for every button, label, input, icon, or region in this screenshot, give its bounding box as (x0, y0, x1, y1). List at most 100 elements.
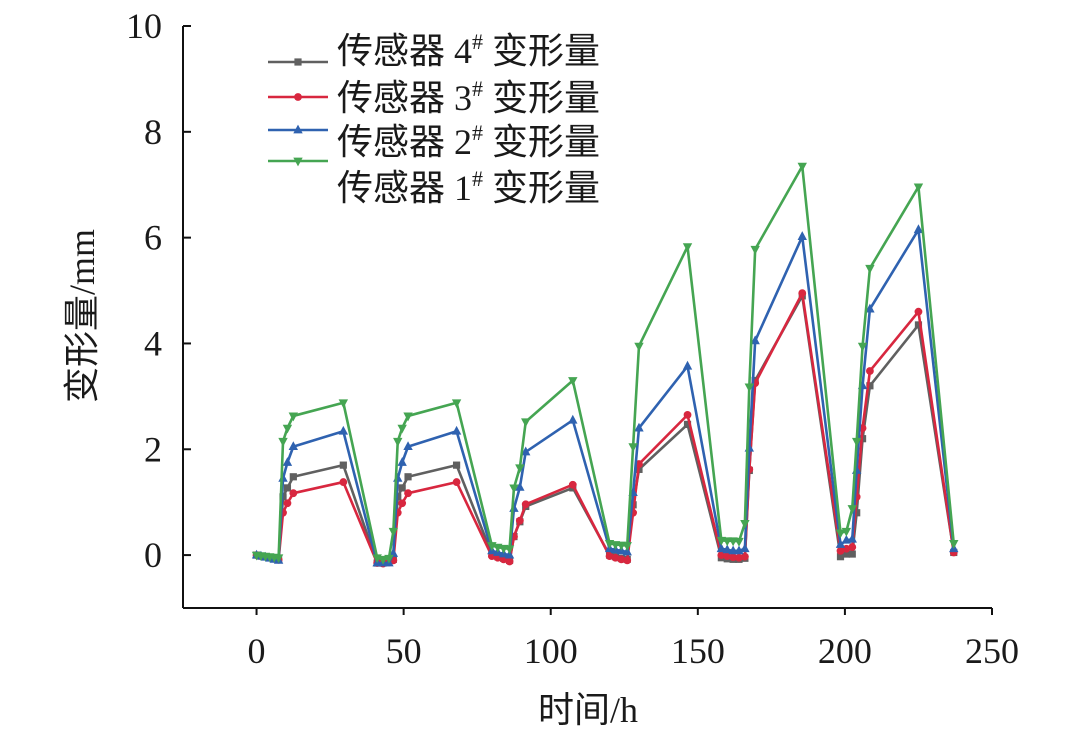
y-tick-label: 10 (126, 6, 162, 46)
legend-marker-sensor-1 (293, 157, 303, 167)
data-point-sensor-1 (384, 554, 394, 564)
data-point-sensor-1 (515, 464, 525, 474)
data-point-sensor-1 (273, 554, 284, 564)
x-tick-label: 50 (386, 631, 422, 671)
x-tick-label: 250 (965, 631, 1019, 671)
data-point-sensor-3 (515, 516, 524, 525)
data-point-sensor-2 (634, 422, 644, 432)
data-point-sensor-2 (716, 543, 727, 553)
data-point-sensor-2 (722, 544, 732, 554)
data-point-sensor-4 (914, 321, 923, 329)
data-point-sensor-4 (452, 461, 461, 469)
legend-label-sensor-1: 传感器 1# 变形量 (337, 166, 600, 208)
data-point-sensor-3 (848, 543, 857, 552)
data-point-sensor-1 (388, 527, 399, 537)
legend-marker-sensor-4 (294, 58, 302, 66)
legend-label-sensor-4: 传感器 4# 变形量 (337, 29, 600, 71)
data-point-sensor-2 (750, 335, 760, 345)
data-point-sensor-3 (729, 553, 738, 562)
data-point-sensor-2 (451, 425, 462, 435)
legend-label-sensor-3: 传感器 3# 变形量 (337, 76, 600, 118)
data-point-sensor-4 (283, 484, 292, 492)
data-point-sensor-1 (841, 527, 852, 537)
y-tick-label: 4 (144, 323, 162, 363)
data-point-sensor-2 (568, 414, 578, 424)
data-point-sensor-1 (504, 545, 515, 555)
data-point-sensor-1 (865, 264, 875, 274)
data-point-sensor-2 (282, 457, 293, 466)
data-point-sensor-1 (722, 537, 732, 547)
data-point-sensor-4 (836, 553, 845, 561)
data-point-sensor-2 (288, 441, 299, 451)
data-point-sensor-2 (521, 446, 531, 456)
data-point-sensor-2 (913, 224, 924, 234)
y-tick-label: 0 (144, 535, 162, 575)
data-point-sensor-1 (913, 183, 924, 193)
data-point-sensor-2 (388, 548, 399, 557)
data-point-sensor-3 (623, 556, 632, 565)
data-point-sensor-3 (505, 557, 514, 566)
data-point-sensor-2 (835, 539, 846, 548)
data-point-sensor-3 (866, 367, 874, 375)
data-point-sensor-4 (848, 550, 856, 558)
data-point-sensor-3 (683, 410, 692, 419)
data-point-sensor-3 (740, 552, 749, 561)
data-point-sensor-2 (865, 303, 875, 313)
data-point-sensor-3 (404, 489, 412, 498)
data-point-sensor-3 (339, 478, 348, 486)
data-point-sensor-2 (797, 231, 807, 240)
x-tick-label: 100 (524, 631, 578, 671)
legend-item-sensor-2: 传感器 2# 变形量 (268, 120, 600, 162)
data-point-sensor-4 (404, 473, 412, 481)
data-point-sensor-1 (734, 537, 744, 547)
y-tick-label: 6 (144, 218, 162, 258)
x-axis-title: 时间/h (538, 690, 638, 730)
data-point-sensor-2 (728, 545, 738, 555)
data-point-sensor-1 (628, 443, 638, 453)
data-point-sensor-1 (740, 519, 750, 529)
data-point-sensor-1 (634, 342, 644, 352)
data-point-sensor-1 (847, 505, 857, 514)
data-point-sensor-1 (949, 540, 959, 549)
data-point-sensor-1 (682, 243, 693, 253)
data-point-sensor-1 (851, 437, 862, 447)
data-point-sensor-4 (842, 550, 850, 558)
y-tick-label: 2 (144, 429, 162, 469)
data-point-sensor-1 (288, 412, 299, 422)
data-point-sensor-2 (515, 481, 525, 491)
x-tick-label: 200 (818, 631, 872, 671)
data-point-sensor-3 (283, 499, 292, 508)
data-point-sensor-3 (568, 480, 577, 489)
data-point-sensor-2 (847, 533, 857, 543)
data-point-sensor-4 (398, 484, 406, 492)
data-point-sensor-1 (568, 377, 578, 386)
data-point-sensor-4 (339, 461, 347, 469)
series-sensor-1 (251, 162, 959, 565)
data-point-sensor-2 (682, 360, 693, 370)
data-point-sensor-3 (611, 553, 620, 562)
legend-marker-sensor-3 (294, 93, 302, 101)
data-point-sensor-1 (403, 412, 413, 422)
data-point-sensor-1 (378, 555, 388, 565)
data-point-sensor-1 (338, 399, 349, 409)
y-axis-title: 变形量/mm (62, 229, 102, 403)
data-point-sensor-3 (605, 552, 614, 561)
data-point-sensor-2 (403, 441, 413, 451)
legend-label-sensor-2: 传感器 2# 变形量 (337, 120, 600, 162)
data-point-sensor-1 (857, 342, 868, 352)
data-point-sensor-2 (338, 425, 349, 435)
x-tick-label: 150 (671, 631, 725, 671)
x-tick-label: 0 (248, 631, 266, 671)
legend-marker-sensor-2 (293, 124, 303, 134)
x-ticks: 0 50 100 150 200 250 (248, 608, 1019, 671)
data-point-sensor-4 (683, 420, 692, 429)
data-point-sensor-1 (622, 542, 632, 551)
data-point-sensor-1 (750, 245, 760, 255)
data-point-sensor-3 (398, 499, 407, 508)
data-point-sensor-1 (521, 418, 531, 428)
data-point-sensor-1 (744, 383, 754, 393)
data-point-sensor-3 (836, 546, 845, 555)
data-point-sensor-3 (914, 307, 923, 316)
